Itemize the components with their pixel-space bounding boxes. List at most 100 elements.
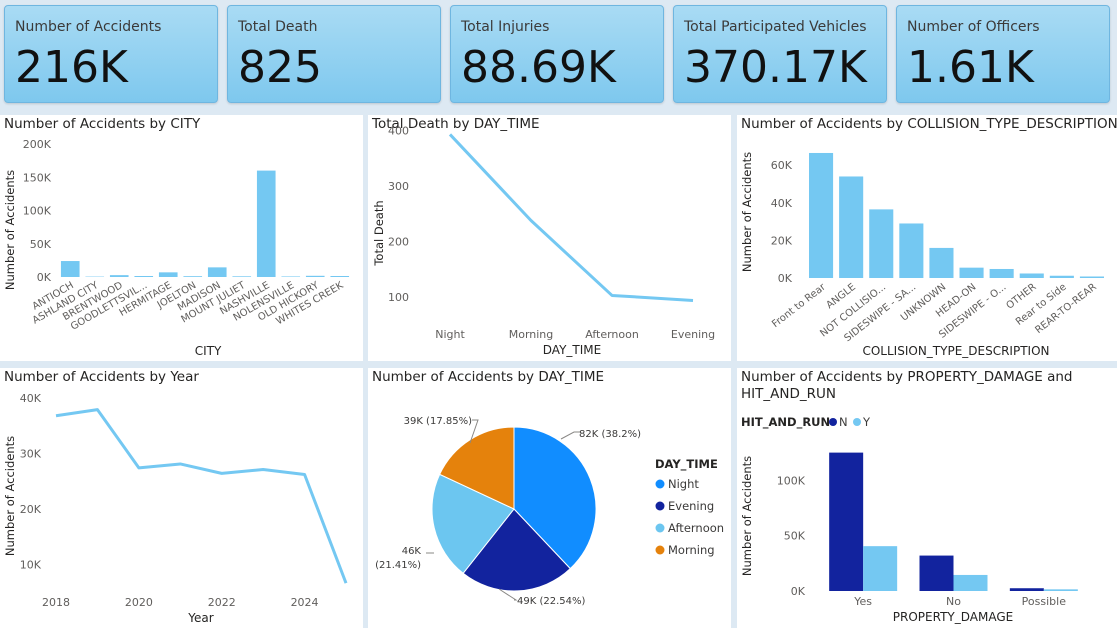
- bar: [305, 275, 325, 277]
- legend-title: DAY_TIME: [655, 457, 718, 472]
- pie-slice-morning: [439, 426, 515, 510]
- y-tick-label: 50K: [784, 530, 806, 543]
- chart-title-line2: HIT_AND_RUN: [741, 386, 836, 402]
- y-tick-label: 400: [388, 125, 409, 138]
- property-damage-panel[interactable]: Number of Accidents by PROPERTY_DAMAGE a…: [737, 368, 1117, 628]
- y-tick-label: 0K: [791, 585, 806, 598]
- bar: [232, 276, 252, 277]
- kpi-value: 825: [238, 42, 322, 93]
- chart-title: Number of Accidents by CITY: [4, 116, 201, 132]
- legend-marker: [853, 418, 861, 426]
- x-axis-title: PROPERTY_DAMAGE: [893, 610, 1013, 624]
- kpi-label: Total Injuries: [461, 19, 550, 35]
- bar-n: [919, 555, 954, 591]
- bar: [1079, 276, 1104, 278]
- chart-title: Number of Accidents by DAY_TIME: [372, 369, 605, 385]
- legend-marker: [655, 545, 665, 555]
- x-tick-label: Front to Rear: [770, 281, 828, 330]
- y-tick-label: 100: [388, 291, 409, 304]
- x-tick-label: Morning: [509, 328, 554, 341]
- data-label: 82K (38.2%): [579, 429, 641, 440]
- bar-y: [1043, 589, 1078, 591]
- y-axis-title: Number of Accidents: [3, 436, 17, 556]
- x-tick-label: 2018: [42, 596, 70, 609]
- y-tick-label: 200K: [23, 138, 52, 151]
- chart-title: Number of Accidents by COLLISION_TYPE_DE…: [741, 116, 1117, 132]
- legend-label: Afternoon: [668, 521, 724, 535]
- kpi-label: Number of Accidents: [15, 19, 162, 35]
- y-axis-title: Number of Accidents: [740, 456, 754, 576]
- year-line: [55, 408, 348, 584]
- legend-marker: [655, 501, 665, 511]
- kpi-value: 216K: [15, 42, 128, 93]
- kpi-card-deaths: Total Death 825: [227, 5, 441, 103]
- bar: [869, 209, 894, 278]
- legend-marker: [655, 523, 665, 533]
- kpi-card-officers: Number of Officers 1.61K: [896, 5, 1110, 103]
- bar: [281, 276, 301, 277]
- bar: [1049, 275, 1074, 278]
- daytime-pie-panel[interactable]: Number of Accidents by DAY_TIME 82K (38.…: [368, 368, 731, 628]
- kpi-card-vehicles: Total Participated Vehicles 370.17K: [673, 5, 887, 103]
- y-axis-title: Total Death: [372, 200, 386, 266]
- kpi-label: Total Participated Vehicles: [684, 19, 867, 35]
- x-tick-label: 2022: [208, 596, 236, 609]
- bar: [959, 267, 984, 278]
- leader-line: [560, 431, 580, 440]
- y-tick-label: 100K: [777, 474, 806, 487]
- city-chart-panel[interactable]: Number of Accidents by CITY 0K 50K 100K 150…: [0, 115, 363, 361]
- death-line-chart: 100 200 300 400 Night Morning Afternoon Evening…: [372, 125, 715, 357]
- legend-marker: [829, 418, 837, 426]
- collision-chart-panel[interactable]: Number of Accidents by COLLISION_TYPE_DE…: [737, 115, 1117, 361]
- bar: [929, 247, 954, 278]
- chart-title: Number of Accidents by PROPERTY_DAMAGE a…: [741, 369, 1073, 385]
- y-tick-label: 0K: [37, 271, 52, 284]
- y-tick-label: 100K: [23, 205, 52, 218]
- x-tick-label: Afternoon: [585, 328, 639, 341]
- y-tick-label: 40K: [20, 392, 42, 405]
- y-tick-label: 60K: [771, 159, 793, 172]
- chart-title: Number of Accidents by Year: [4, 369, 199, 385]
- bar: [60, 261, 80, 277]
- kpi-label: Total Death: [238, 19, 318, 35]
- bar: [1019, 273, 1044, 278]
- bar-y: [953, 574, 988, 591]
- kpi-label: Number of Officers: [907, 19, 1040, 35]
- bar: [330, 276, 350, 277]
- property-damage-bar-chart: HIT_AND_RUN N Y 0K 50K 100K Yes No Possible PROPE…: [740, 415, 1078, 624]
- data-label: 49K (22.54%): [517, 596, 585, 607]
- legend-title: HIT_AND_RUN: [741, 415, 830, 430]
- leader-line: [469, 419, 479, 444]
- legend-label: Y: [862, 415, 871, 429]
- y-tick-label: 20K: [20, 503, 42, 516]
- daytime-pie-chart: 82K (38.2%) 49K (22.54%) 46K (21.41%) 39K (1…: [375, 416, 724, 607]
- bar: [183, 276, 203, 277]
- kpi-value: 370.17K: [684, 42, 867, 93]
- y-tick-label: 50K: [30, 238, 52, 251]
- bar: [158, 272, 178, 277]
- death-daytime-panel[interactable]: Total Death by DAY_TIME 100 200 300 400 Nigh…: [368, 115, 731, 361]
- year-chart-panel[interactable]: Number of Accidents by Year 10K 20K 30K 40K…: [0, 368, 363, 628]
- bar: [989, 268, 1014, 278]
- bar-n: [829, 452, 864, 591]
- x-tick-label: Possible: [1022, 595, 1067, 608]
- data-label: 46K: [402, 546, 422, 557]
- legend-label: N: [839, 415, 848, 429]
- y-axis-title: Number of Accidents: [740, 152, 754, 272]
- x-tick-label: Yes: [853, 595, 872, 608]
- bar: [256, 170, 276, 277]
- y-tick-label: 0K: [778, 272, 793, 285]
- legend-label: Evening: [668, 499, 714, 513]
- legend-label: Morning: [668, 543, 715, 557]
- kpi-value: 88.69K: [461, 42, 616, 93]
- bar: [207, 267, 227, 277]
- data-label: 39K (17.85%): [404, 416, 472, 427]
- y-tick-label: 30K: [20, 447, 42, 460]
- x-tick-label: Night: [435, 328, 465, 341]
- leader-line: [498, 588, 518, 601]
- x-axis-title: COLLISION_TYPE_DESCRIPTION: [862, 344, 1049, 358]
- x-tick-label: 2024: [291, 596, 319, 609]
- legend-marker: [655, 479, 665, 489]
